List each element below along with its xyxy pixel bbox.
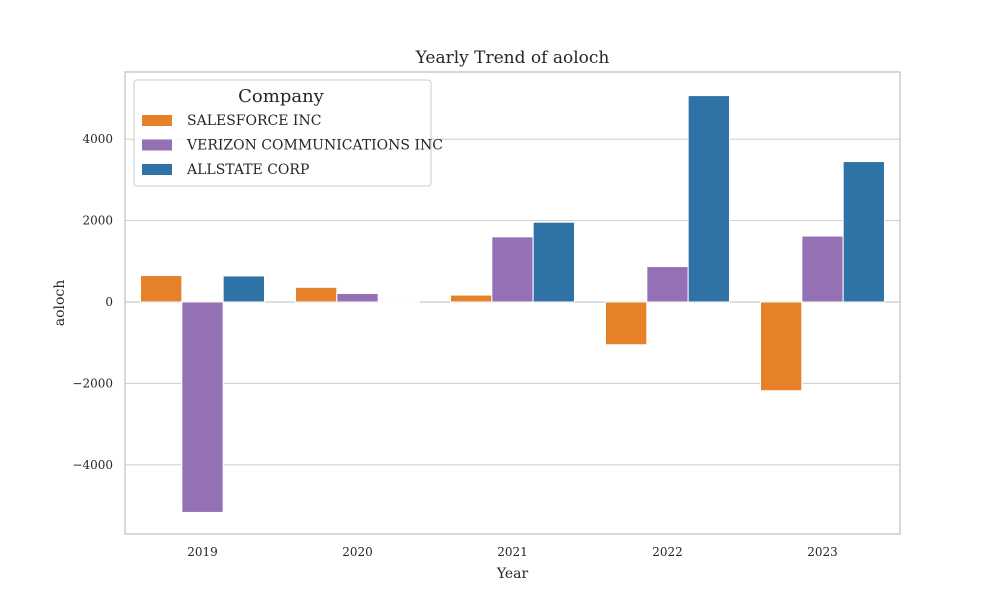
legend-items: SALESFORCE INC VERIZON COMMUNICATIONS INC…	[142, 113, 443, 178]
legend-swatch	[142, 115, 172, 126]
y-tick-label: −2000	[72, 376, 113, 390]
bar	[336, 292, 379, 303]
legend-swatch	[142, 139, 172, 151]
legend: Company SALESFORCE INC VERIZON COMMUNICAT…	[133, 79, 443, 187]
x-tick-label: 2020	[342, 545, 373, 559]
bar	[491, 236, 534, 303]
legend-box	[133, 79, 432, 187]
bar	[760, 301, 803, 392]
x-tick-label: 2019	[187, 545, 218, 559]
bar	[181, 301, 224, 513]
legend-label: SALESFORCE INC	[187, 113, 321, 129]
x-tick-label: 2023	[807, 545, 838, 559]
bar	[140, 275, 183, 303]
y-tick-label: 4000	[82, 132, 113, 146]
plot-frame	[124, 71, 901, 535]
y-tick-label: −4000	[72, 458, 113, 472]
bar	[450, 294, 493, 303]
bar	[605, 301, 648, 346]
ticks-layer: −4000 −2000 0 2000 4000 2019 2020 2021 2022 2023	[72, 132, 837, 559]
bar	[295, 286, 338, 303]
y-tick-label: 2000	[82, 214, 113, 228]
x-tick-label: 2022	[652, 545, 683, 559]
bar	[842, 161, 886, 303]
legend-label: ALLSTATE CORP	[186, 162, 309, 178]
y-tick-label: 0	[105, 295, 113, 309]
bars-layer	[140, 95, 886, 513]
bar	[801, 235, 844, 303]
bar	[532, 221, 576, 303]
x-tick-label: 2021	[497, 545, 528, 559]
x-axis-label: Year	[496, 566, 529, 582]
bar	[687, 95, 731, 303]
bar	[377, 301, 420, 303]
y-axis-label: aoloch	[52, 280, 68, 327]
bar	[222, 275, 266, 303]
bar	[646, 266, 689, 303]
chart-title: Yearly Trend of aoloch	[415, 48, 610, 68]
legend-label: VERIZON COMMUNICATIONS INC	[186, 138, 443, 154]
legend-title: Company	[238, 86, 325, 107]
legend-swatch	[142, 164, 172, 175]
